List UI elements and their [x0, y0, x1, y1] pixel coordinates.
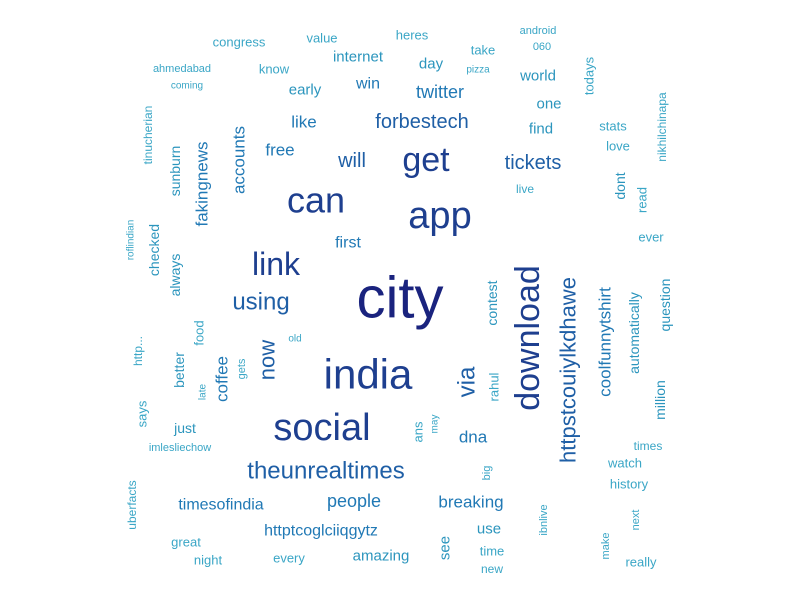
word-coming: coming [171, 81, 203, 92]
word-find: find [529, 121, 553, 138]
word-rahul: rahul [487, 372, 502, 401]
word-every: every [273, 551, 305, 566]
word-make: make [600, 533, 612, 560]
word-know: know [259, 62, 290, 77]
word-breaking: breaking [438, 493, 503, 512]
word-live: live [516, 182, 534, 196]
word-nikhilchinapa: nikhilchinapa [655, 92, 669, 162]
word-big: big [481, 466, 493, 481]
word-night: night [194, 553, 223, 568]
word-old: old [288, 334, 301, 345]
word-twitter: twitter [416, 82, 464, 102]
word-people: people [327, 491, 381, 511]
word-next: next [630, 510, 642, 531]
word-history: history [610, 477, 649, 492]
word-take: take [471, 43, 496, 58]
word-may: may [430, 415, 441, 434]
word-win: win [355, 76, 380, 93]
word-060: 060 [533, 41, 551, 53]
word-always: always [167, 254, 183, 297]
word-timesofindia: timesofindia [178, 497, 263, 514]
word-will: will [337, 150, 366, 172]
word-world: world [519, 68, 556, 85]
word-fakingnews: fakingnews [193, 141, 212, 226]
word-great: great [171, 535, 201, 550]
word-new: new [481, 562, 503, 576]
word-internet: internet [333, 49, 384, 66]
word-http: http... [131, 336, 145, 366]
word-one: one [536, 96, 561, 113]
word-todays: todays [582, 56, 597, 95]
word-using: using [232, 289, 289, 316]
word-early: early [289, 82, 322, 99]
word-forbestech: forbestech [375, 111, 468, 133]
word-accounts: accounts [230, 126, 249, 194]
word-pizza: pizza [466, 65, 490, 76]
word-theunrealtimes: theunrealtimes [247, 458, 404, 485]
word-via: via [454, 366, 481, 397]
word-httptcoglciiqgytz: httptcoglciiqgytz [264, 523, 378, 540]
word-really: really [625, 555, 657, 570]
word-sunburn: sunburn [167, 146, 183, 197]
word-food: food [192, 320, 207, 345]
word-free: free [265, 141, 294, 160]
word-congress: congress [213, 35, 266, 50]
word-see: see [437, 536, 454, 560]
word-imlesliechow: imlesliechow [149, 442, 211, 454]
word-httpstcouiylkdhawe: httpstcouiylkdhawe [556, 277, 581, 463]
word-times: times [634, 439, 663, 453]
word-tinucherian: tinucherian [141, 106, 155, 165]
word-social: social [273, 407, 370, 449]
word-ever: ever [638, 230, 664, 245]
word-android: android [520, 25, 557, 37]
word-get: get [402, 141, 450, 179]
word-dna: dna [459, 428, 488, 447]
word-million: million [652, 380, 668, 420]
word-app: app [408, 195, 471, 237]
word-roflindian: roflindian [126, 220, 137, 261]
word-late: late [198, 384, 209, 401]
word-better: better [171, 352, 187, 388]
word-heres: heres [396, 28, 429, 43]
word-time: time [480, 544, 505, 559]
word-question: question [657, 279, 673, 332]
word-can: can [287, 180, 345, 221]
word-stats: stats [599, 119, 627, 134]
word-uberfacts: uberfacts [125, 480, 139, 529]
word-ahmedabad: ahmedabad [153, 63, 211, 75]
word-contest: contest [484, 280, 500, 325]
word-ans: ans [411, 421, 426, 442]
word-first: first [335, 235, 361, 252]
word-dont: dont [612, 172, 628, 199]
word-ibnlive: ibnlive [538, 504, 550, 535]
word-says: says [135, 400, 150, 427]
word-automatically: automatically [626, 292, 642, 374]
word-value: value [306, 31, 337, 46]
word-day: day [419, 56, 444, 73]
word-watch: watch [607, 456, 642, 471]
word-india: india [324, 351, 413, 398]
word-like: like [291, 113, 317, 132]
word-city: city [357, 266, 444, 331]
word-coffee: coffee [213, 356, 232, 402]
word-coolfunnytshirt: coolfunnytshirt [596, 287, 615, 397]
word-checked: checked [146, 224, 162, 276]
word-gets: gets [236, 358, 248, 379]
word-link: link [252, 246, 301, 282]
word-use: use [477, 521, 501, 538]
word-download: download [509, 265, 547, 411]
word-tickets: tickets [505, 152, 562, 174]
word-love: love [606, 139, 630, 154]
word-amazing: amazing [353, 548, 410, 565]
word-read: read [635, 187, 650, 213]
word-now: now [255, 340, 280, 380]
word-just: just [173, 420, 196, 436]
